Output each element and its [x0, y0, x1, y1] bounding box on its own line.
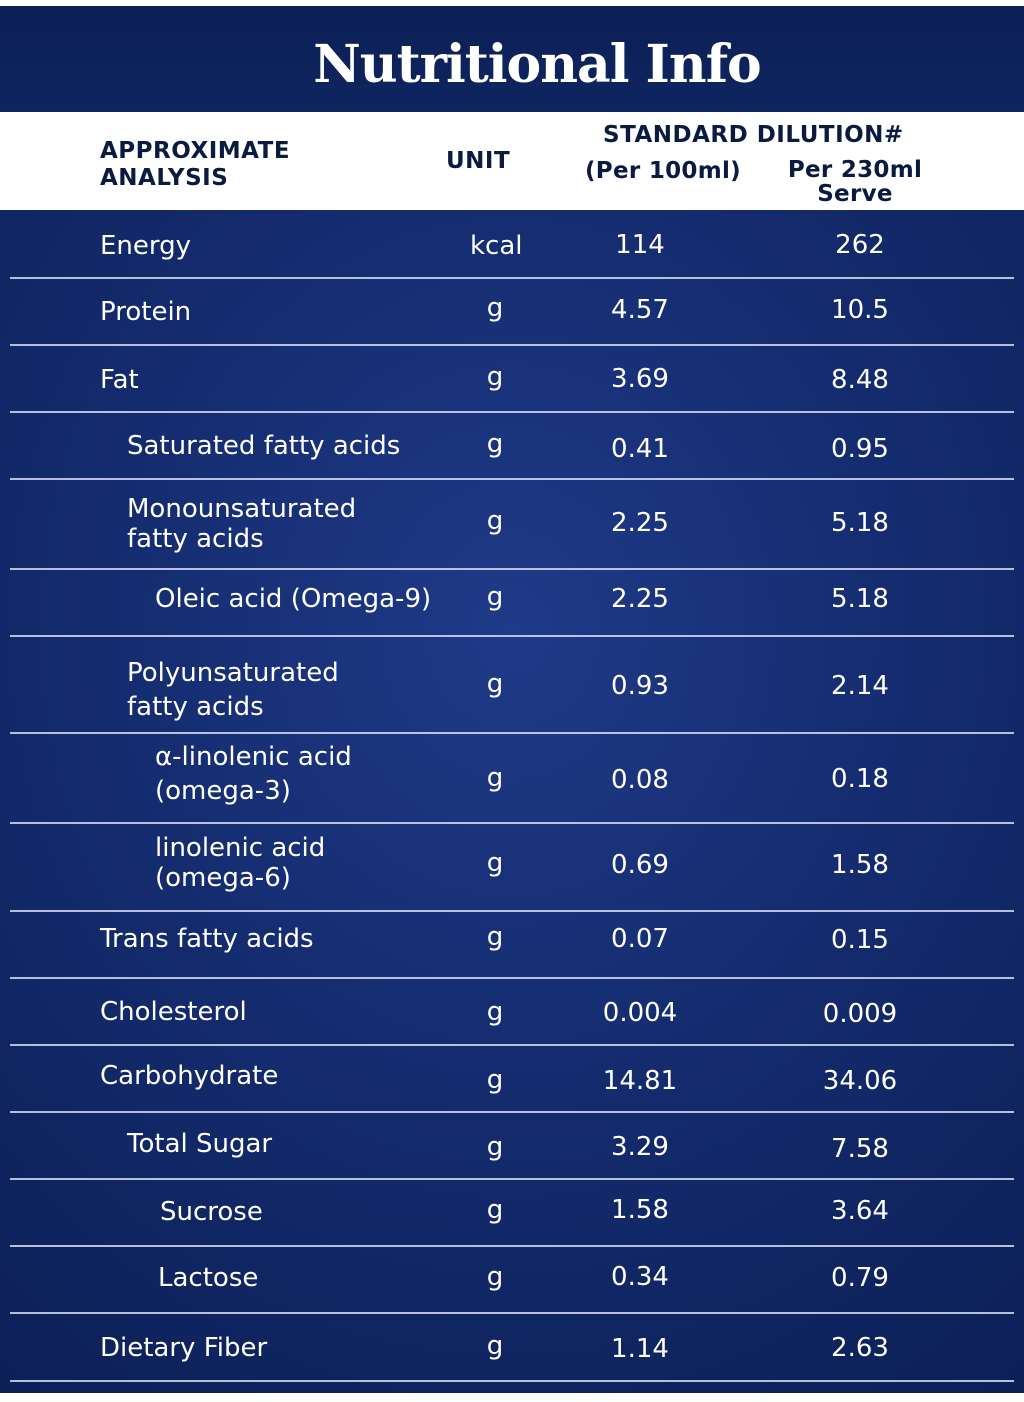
- table-row: Energy kcal 114 262: [10, 211, 1014, 279]
- header-standard-dilution: STANDARD DILUTION#: [603, 122, 904, 148]
- nutrition-panel: [0, 6, 1024, 1393]
- row-label: Saturated fatty acids: [127, 431, 401, 461]
- row-per-230ml: 2.14: [831, 671, 889, 701]
- row-unit: kcal: [470, 231, 523, 261]
- row-unit: g: [486, 1262, 504, 1292]
- row-per-100ml: 14.81: [602, 1066, 678, 1096]
- row-per-230ml: 262: [835, 230, 885, 260]
- row-label: Fat: [100, 365, 139, 395]
- header-per-100ml: (Per 100ml): [585, 158, 741, 184]
- table-row: Cholesterol g 0.004 0.009: [10, 979, 1014, 1046]
- row-label: Total Sugar: [127, 1129, 273, 1159]
- row-per-100ml: 0.004: [602, 998, 678, 1028]
- page-title: Nutritional Info: [313, 34, 762, 95]
- row-label: α-linolenic acid (omega-3): [155, 742, 352, 806]
- row-per-230ml: 5.18: [831, 508, 889, 538]
- table-row: Monounsaturated fatty acids g 2.25 5.18: [10, 480, 1014, 570]
- row-per-100ml: 0.34: [611, 1262, 669, 1292]
- row-label: Energy: [100, 231, 192, 261]
- row-label: Trans fatty acids: [100, 924, 314, 954]
- row-per-100ml: 0.08: [611, 765, 669, 795]
- row-unit: g: [486, 669, 504, 699]
- row-per-100ml: 1.58: [611, 1195, 669, 1225]
- title-bar: Nutritional Info: [0, 6, 1024, 112]
- row-per-230ml: 34.06: [822, 1066, 898, 1096]
- table-row: Dietary Fiber g 1.14 2.63: [10, 1314, 1014, 1382]
- table-row: Saturated fatty acids g 0.41 0.95: [10, 413, 1014, 480]
- row-unit: g: [486, 506, 504, 536]
- table-row: Total Sugar g 3.29 7.58: [10, 1113, 1014, 1180]
- row-per-100ml: 0.07: [611, 924, 669, 954]
- row-per-230ml: 2.63: [831, 1333, 889, 1363]
- table-row: Trans fatty acids g 0.07 0.15: [10, 912, 1014, 979]
- row-per-230ml: 3.64: [831, 1196, 889, 1226]
- header-per-230ml: Per 230ml Serve: [787, 157, 923, 207]
- row-per-230ml: 1.58: [831, 850, 889, 880]
- row-per-230ml: 7.58: [831, 1134, 889, 1164]
- row-unit: g: [486, 922, 504, 952]
- table-row: Fat g 3.69 8.48: [10, 346, 1014, 413]
- table-row: Polyunsaturated fatty acids g 0.93 2.14: [10, 637, 1014, 734]
- table-row: α-linolenic acid (omega-3) g 0.08 0.18: [10, 734, 1014, 824]
- table-row: linolenic acid (omega-6) g 0.69 1.58: [10, 824, 1014, 912]
- row-label: Carbohydrate: [100, 1061, 279, 1091]
- table-row: Lactose g 0.34 0.79: [10, 1247, 1014, 1314]
- row-label: Lactose: [158, 1263, 259, 1293]
- header-unit: UNIT: [446, 148, 511, 174]
- row-unit: g: [486, 1195, 504, 1225]
- row-per-100ml: 2.25: [611, 584, 669, 614]
- row-per-230ml: 0.15: [831, 925, 889, 955]
- row-unit: g: [486, 582, 504, 612]
- row-label: Monounsaturated fatty acids: [127, 494, 357, 554]
- table-row: Sucrose g 1.58 3.64: [10, 1180, 1014, 1247]
- row-per-100ml: 4.57: [611, 295, 669, 325]
- row-per-100ml: 3.69: [611, 364, 669, 394]
- row-per-100ml: 114: [615, 230, 665, 260]
- row-label: Cholesterol: [100, 997, 247, 1027]
- row-unit: g: [486, 1132, 504, 1162]
- row-label: Sucrose: [160, 1197, 263, 1227]
- row-unit: g: [486, 429, 504, 459]
- row-label: Oleic acid (Omega-9): [155, 584, 432, 614]
- row-per-100ml: 0.41: [611, 434, 669, 464]
- table-row: Oleic acid (Omega-9) g 2.25 5.18: [10, 570, 1014, 637]
- row-unit: g: [486, 1065, 504, 1095]
- row-unit: g: [486, 362, 504, 392]
- table-row: Carbohydrate g 14.81 34.06: [10, 1046, 1014, 1113]
- row-per-100ml: 2.25: [611, 508, 669, 538]
- row-per-100ml: 0.93: [611, 671, 669, 701]
- row-per-100ml: 1.14: [611, 1334, 669, 1364]
- row-per-230ml: 5.18: [831, 584, 889, 614]
- row-per-230ml: 8.48: [831, 365, 889, 395]
- row-per-230ml: 0.95: [831, 434, 889, 464]
- row-label: Protein: [100, 297, 192, 327]
- row-label: Polyunsaturated fatty acids: [127, 658, 339, 722]
- table-row: Protein g 4.57 10.5: [10, 279, 1014, 346]
- row-per-230ml: 0.79: [831, 1263, 889, 1293]
- row-per-230ml: 0.18: [831, 764, 889, 794]
- row-unit: g: [486, 1331, 504, 1361]
- table-header: APPROXIMATE ANALYSIS UNIT STANDARD DILUT…: [0, 112, 1024, 210]
- row-unit: g: [486, 997, 504, 1027]
- row-unit: g: [486, 763, 504, 793]
- row-per-100ml: 0.69: [611, 850, 669, 880]
- row-per-230ml: 0.009: [822, 999, 898, 1029]
- header-analysis: APPROXIMATE ANALYSIS: [100, 138, 291, 191]
- row-label: Dietary Fiber: [100, 1333, 268, 1363]
- row-unit: g: [486, 293, 504, 323]
- row-per-100ml: 3.29: [611, 1132, 669, 1162]
- row-unit: g: [486, 848, 504, 878]
- row-label: linolenic acid (omega-6): [155, 833, 326, 893]
- row-per-230ml: 10.5: [831, 295, 889, 325]
